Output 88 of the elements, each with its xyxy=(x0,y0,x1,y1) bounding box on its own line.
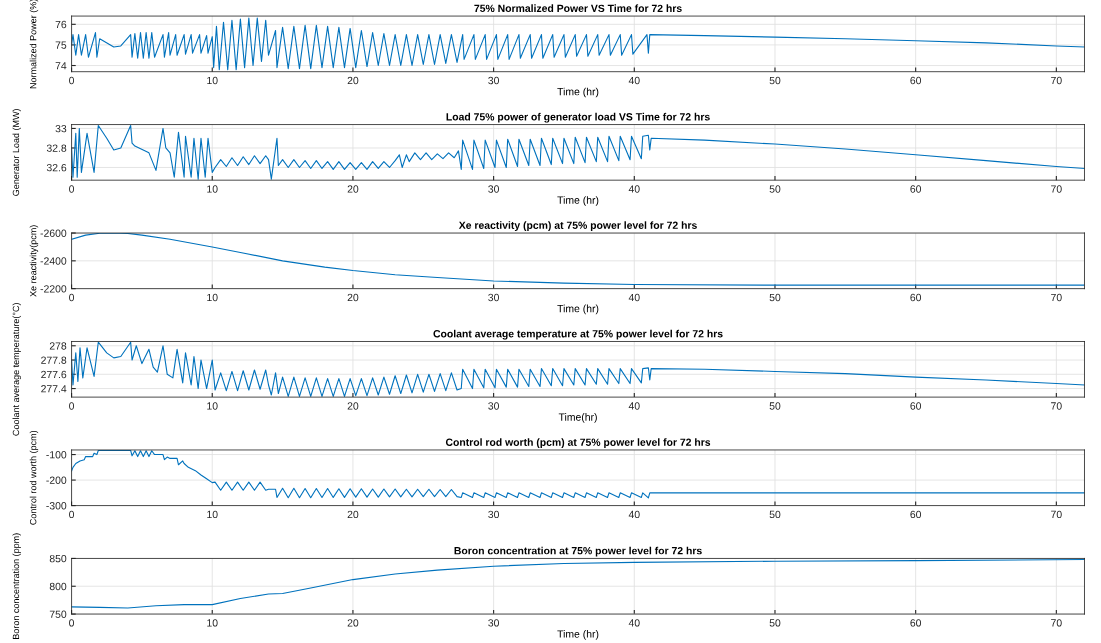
x-tick-label: 60 xyxy=(910,76,922,85)
x-tick-label: 70 xyxy=(1051,619,1062,627)
x-tick-label: 50 xyxy=(769,185,781,193)
x-tick-label: 30 xyxy=(488,76,499,85)
x-tick-label: 20 xyxy=(347,402,359,410)
x-tick-label: 10 xyxy=(207,619,218,627)
y-axis-title: Boron concentration (ppm) xyxy=(12,533,21,639)
y-tick-label: 32.8 xyxy=(46,144,67,152)
x-tick-label: 60 xyxy=(910,619,922,627)
chart-title: Boron concentration at 75% power level for 72 hrs xyxy=(454,546,702,557)
x-tick-label: 50 xyxy=(769,510,781,519)
x-tick-label: 60 xyxy=(910,402,922,410)
x-tick-label: 0 xyxy=(69,402,75,410)
chart-title: Xe reactivity (pcm) at 75% power level for 72 hrs xyxy=(458,221,697,232)
x-tick-label: 70 xyxy=(1051,76,1062,85)
y-tick-label: 800 xyxy=(49,582,67,591)
y-tick-label: -200 xyxy=(46,476,67,484)
line-series xyxy=(71,17,1085,71)
y-tick-label: 74 xyxy=(55,62,67,70)
y-axis-title: Control rod worth (pcm) xyxy=(29,430,39,525)
x-tick-label: 0 xyxy=(69,293,75,302)
x-tick-label: 50 xyxy=(769,293,781,302)
x-tick-label: 0 xyxy=(69,76,75,85)
x-tick-label: 10 xyxy=(207,402,218,410)
x-tick-label: 40 xyxy=(628,619,640,627)
x-tick-label: 50 xyxy=(769,402,781,410)
x-tick-label: 30 xyxy=(488,402,499,410)
x-tick-label: 0 xyxy=(69,619,75,627)
x-axis-title: Time (hr) xyxy=(557,196,599,206)
line-series xyxy=(71,124,1085,180)
x-tick-label: 40 xyxy=(628,293,640,302)
x-axis-title: Time (hr) xyxy=(557,87,599,98)
y-tick-label: -2200 xyxy=(40,285,67,293)
x-tick-label: 70 xyxy=(1051,293,1062,302)
chart-title: Control rod worth (pcm) at 75% power level for 72 hrs xyxy=(445,438,711,448)
y-tick-label: -2400 xyxy=(40,257,67,265)
y-tick-label: 76 xyxy=(55,20,67,29)
y-tick-label: -300 xyxy=(46,502,67,510)
y-tick-label: 32.6 xyxy=(46,163,67,172)
y-tick-label: 750 xyxy=(49,610,67,618)
x-tick-label: 50 xyxy=(769,619,781,627)
y-tick-label: 277.4 xyxy=(41,385,67,393)
y-tick-label: -100 xyxy=(46,451,67,459)
x-tick-label: 10 xyxy=(207,293,218,302)
y-axis-title: Xe reactivity(pcm) xyxy=(29,225,39,297)
line-series xyxy=(71,233,1085,286)
x-tick-label: 50 xyxy=(769,76,781,85)
y-tick-label: 277.8 xyxy=(41,356,67,364)
x-tick-label: 70 xyxy=(1051,402,1062,410)
y-tick-label: -2600 xyxy=(40,229,67,237)
x-tick-label: 0 xyxy=(69,510,75,519)
x-tick-label: 20 xyxy=(347,293,359,302)
y-axis-title: Coolant average temperature(°C) xyxy=(12,303,21,436)
y-tick-label: 278 xyxy=(49,342,67,350)
x-tick-label: 30 xyxy=(488,185,499,193)
x-tick-label: 60 xyxy=(910,185,922,193)
y-tick-label: 75 xyxy=(55,41,67,49)
chart-title: Load 75% power of generator load VS Time for 72 hrs xyxy=(446,112,710,123)
x-axis-title: Time(hr) xyxy=(558,413,597,423)
y-axis-title: Normalized Power (%) xyxy=(29,0,39,89)
x-tick-label: 10 xyxy=(207,76,218,85)
y-axis-title: Generator Load (MW) xyxy=(12,109,21,196)
x-tick-label: 20 xyxy=(347,619,359,627)
y-tick-label: 850 xyxy=(49,554,67,563)
x-tick-label: 40 xyxy=(628,510,640,519)
x-tick-label: 30 xyxy=(488,619,499,627)
line-series xyxy=(71,341,1085,397)
x-tick-label: 20 xyxy=(347,76,359,85)
x-tick-label: 20 xyxy=(347,510,359,519)
x-tick-label: 10 xyxy=(207,510,218,519)
chart-title: 75% Normalized Power VS Time for 72 hrs xyxy=(474,4,682,13)
x-tick-label: 70 xyxy=(1051,510,1062,519)
x-tick-label: 40 xyxy=(628,402,640,410)
y-tick-label: 33 xyxy=(55,124,67,133)
y-tick-label: 277.6 xyxy=(41,370,67,379)
x-tick-label: 10 xyxy=(207,185,218,193)
x-tick-label: 40 xyxy=(628,76,640,85)
x-tick-label: 40 xyxy=(628,185,640,193)
x-axis-title: Time (hr) xyxy=(557,304,599,315)
x-tick-label: 60 xyxy=(910,510,922,519)
x-tick-label: 30 xyxy=(488,510,499,519)
x-tick-label: 30 xyxy=(488,293,499,302)
x-tick-label: 20 xyxy=(347,185,359,193)
x-axis-title: Time (hr) xyxy=(557,630,599,640)
x-tick-label: 60 xyxy=(910,293,922,302)
x-tick-label: 70 xyxy=(1051,185,1062,193)
chart-title: Coolant average temperature at 75% power level for 72 hrs xyxy=(433,329,723,340)
x-tick-label: 0 xyxy=(69,185,75,193)
